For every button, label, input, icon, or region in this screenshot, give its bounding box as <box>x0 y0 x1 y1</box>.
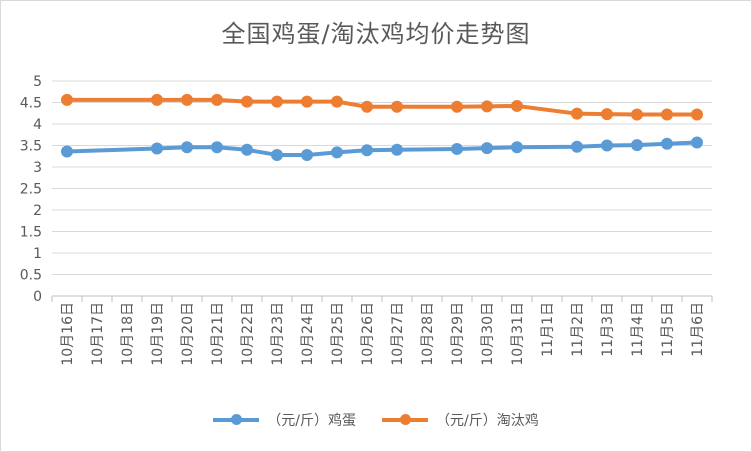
y-tick-label: 3 <box>33 160 42 176</box>
data-point <box>451 142 463 155</box>
data-point <box>661 137 673 150</box>
data-point <box>691 108 703 121</box>
data-point <box>61 145 73 158</box>
x-tick-label: 10月18日 <box>120 302 136 366</box>
x-tick-label: 10月27日 <box>390 302 406 366</box>
y-tick-label: 1.5 <box>20 225 42 241</box>
legend-item-eggs: （元/斤）鸡蛋 <box>213 408 356 432</box>
data-point <box>241 95 253 108</box>
data-point <box>151 142 163 155</box>
x-tick-label: 10月31日 <box>510 302 526 366</box>
x-tick-label: 10月29日 <box>450 302 466 366</box>
x-tick-label: 11月2日 <box>570 302 586 357</box>
data-point <box>181 141 193 154</box>
x-tick-label: 10月22日 <box>240 302 256 366</box>
legend-item-culled-hens: （元/斤）淘汰鸡 <box>382 408 539 432</box>
legend-label-eggs: （元/斤）鸡蛋 <box>267 413 356 429</box>
x-tick-label: 10月24日 <box>300 302 316 366</box>
data-point <box>151 93 163 106</box>
data-point <box>181 93 193 106</box>
series-1 <box>61 93 703 121</box>
y-tick-label: 0.5 <box>20 268 42 284</box>
x-tick-label: 10月25日 <box>330 302 346 366</box>
y-tick-label: 0 <box>33 289 42 305</box>
data-point <box>631 108 643 121</box>
x-tick-label: 10月21日 <box>210 302 226 366</box>
data-point <box>511 141 523 154</box>
y-tick-label: 1 <box>33 246 42 262</box>
data-point <box>391 143 403 156</box>
data-point <box>331 146 343 159</box>
data-point <box>481 100 493 113</box>
data-point <box>511 99 523 112</box>
data-point <box>61 93 73 106</box>
y-tick-label: 5 <box>33 74 42 90</box>
data-point <box>451 100 463 113</box>
data-point <box>211 141 223 154</box>
x-tick-label: 11月1日 <box>540 302 556 357</box>
x-tick-label: 10月26日 <box>360 302 376 366</box>
x-tick-label: 10月23日 <box>270 302 286 366</box>
x-tick-label: 10月17日 <box>90 302 106 366</box>
y-tick-labels: 0 0.5 1 1.5 2 2.5 3 3.5 4 4.5 5 <box>20 74 42 305</box>
data-point <box>301 148 313 161</box>
data-point <box>631 139 643 152</box>
data-point <box>601 108 613 121</box>
data-point <box>601 139 613 152</box>
data-point <box>691 136 703 149</box>
data-point <box>661 108 673 121</box>
series-0 <box>61 136 703 161</box>
y-tick-label: 4.5 <box>20 96 42 112</box>
data-point <box>271 148 283 161</box>
data-point <box>361 144 373 157</box>
legend: （元/斤）鸡蛋 （元/斤）淘汰鸡 <box>0 408 752 432</box>
y-tick-label: 3.5 <box>20 139 42 155</box>
data-point <box>481 142 493 155</box>
data-point <box>301 95 313 108</box>
x-tick-label: 11月5日 <box>660 302 676 357</box>
data-point <box>211 93 223 106</box>
data-point <box>241 143 253 156</box>
y-tick-label: 4 <box>33 117 42 133</box>
data-point <box>271 95 283 108</box>
x-tick-label: 10月16日 <box>60 302 76 366</box>
x-tick-label: 10月28日 <box>420 302 436 366</box>
data-point <box>391 100 403 113</box>
y-tick-label: 2.5 <box>20 182 42 198</box>
legend-swatch-culled-hens <box>382 414 428 425</box>
x-tick-label: 10月20日 <box>180 302 196 366</box>
y-tick-label: 2 <box>33 203 42 219</box>
series-group <box>61 93 703 161</box>
x-tick-label: 11月6日 <box>690 302 706 357</box>
data-point <box>361 100 373 113</box>
x-tick-label: 10月19日 <box>150 302 166 366</box>
x-tick-labels: 10月16日 10月17日 10月18日 10月19日 10月20日 10月21日 10月2… <box>60 302 706 366</box>
x-tick-label: 10月30日 <box>480 302 496 366</box>
data-point <box>571 107 583 120</box>
data-point <box>331 95 343 108</box>
legend-label-culled-hens: （元/斤）淘汰鸡 <box>436 413 539 429</box>
x-tick-label: 11月3日 <box>600 302 616 357</box>
legend-swatch-eggs <box>213 414 260 425</box>
x-tick-label: 11月4日 <box>630 302 646 357</box>
chart-title: 全国鸡蛋/淘汰鸡均价走势图 <box>221 20 531 48</box>
data-point <box>571 140 583 153</box>
